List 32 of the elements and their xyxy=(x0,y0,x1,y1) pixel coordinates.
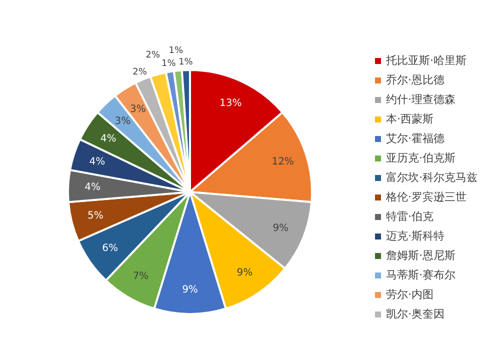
data-label: 3% xyxy=(130,104,146,116)
data-label: 9% xyxy=(236,268,253,279)
data-label: 3% xyxy=(114,116,131,128)
legend-label: 约什·理查德森 xyxy=(386,93,456,106)
data-label: 9% xyxy=(182,284,198,296)
data-label: 6% xyxy=(102,242,118,254)
legend-label: 凯尔·奥奎因 xyxy=(386,308,444,321)
data-label: 2% xyxy=(132,68,148,78)
legend-label: 迈克·斯科特 xyxy=(386,230,444,243)
legend-label: 劳尔·内图 xyxy=(386,288,434,302)
legend-label: 托比亚斯·哈里斯 xyxy=(385,54,466,68)
data-label: 1% xyxy=(178,58,194,68)
data-label: 4% xyxy=(89,156,106,168)
data-label: 9% xyxy=(272,222,289,234)
data-label: 12% xyxy=(272,156,294,168)
legend-label: 特雷·伯克 xyxy=(386,210,434,224)
legend-label: 詹姆斯·恩尼斯 xyxy=(386,249,456,262)
legend-label: 艾尔·霍福德 xyxy=(386,132,444,146)
legend-label: 格伦·罗宾逊三世 xyxy=(385,190,466,204)
data-label: 4% xyxy=(84,182,100,193)
data-label: 2% xyxy=(146,50,160,60)
legend-label: 本·西蒙斯 xyxy=(386,112,434,126)
legend-label: 乔尔·恩比德 xyxy=(386,74,444,87)
data-label: 5% xyxy=(87,210,104,222)
data-label: 1% xyxy=(161,59,176,70)
data-label: 7% xyxy=(132,270,149,282)
legend-label: 亚历克·伯克斯 xyxy=(386,152,456,165)
data-label: 13% xyxy=(220,98,242,110)
legend-label: 马蒂斯·赛布尔 xyxy=(386,268,456,282)
data-label: 4% xyxy=(100,133,116,144)
data-label: 1% xyxy=(168,46,184,56)
legend-label: 富尔坎·科尔克马兹 xyxy=(386,171,478,184)
